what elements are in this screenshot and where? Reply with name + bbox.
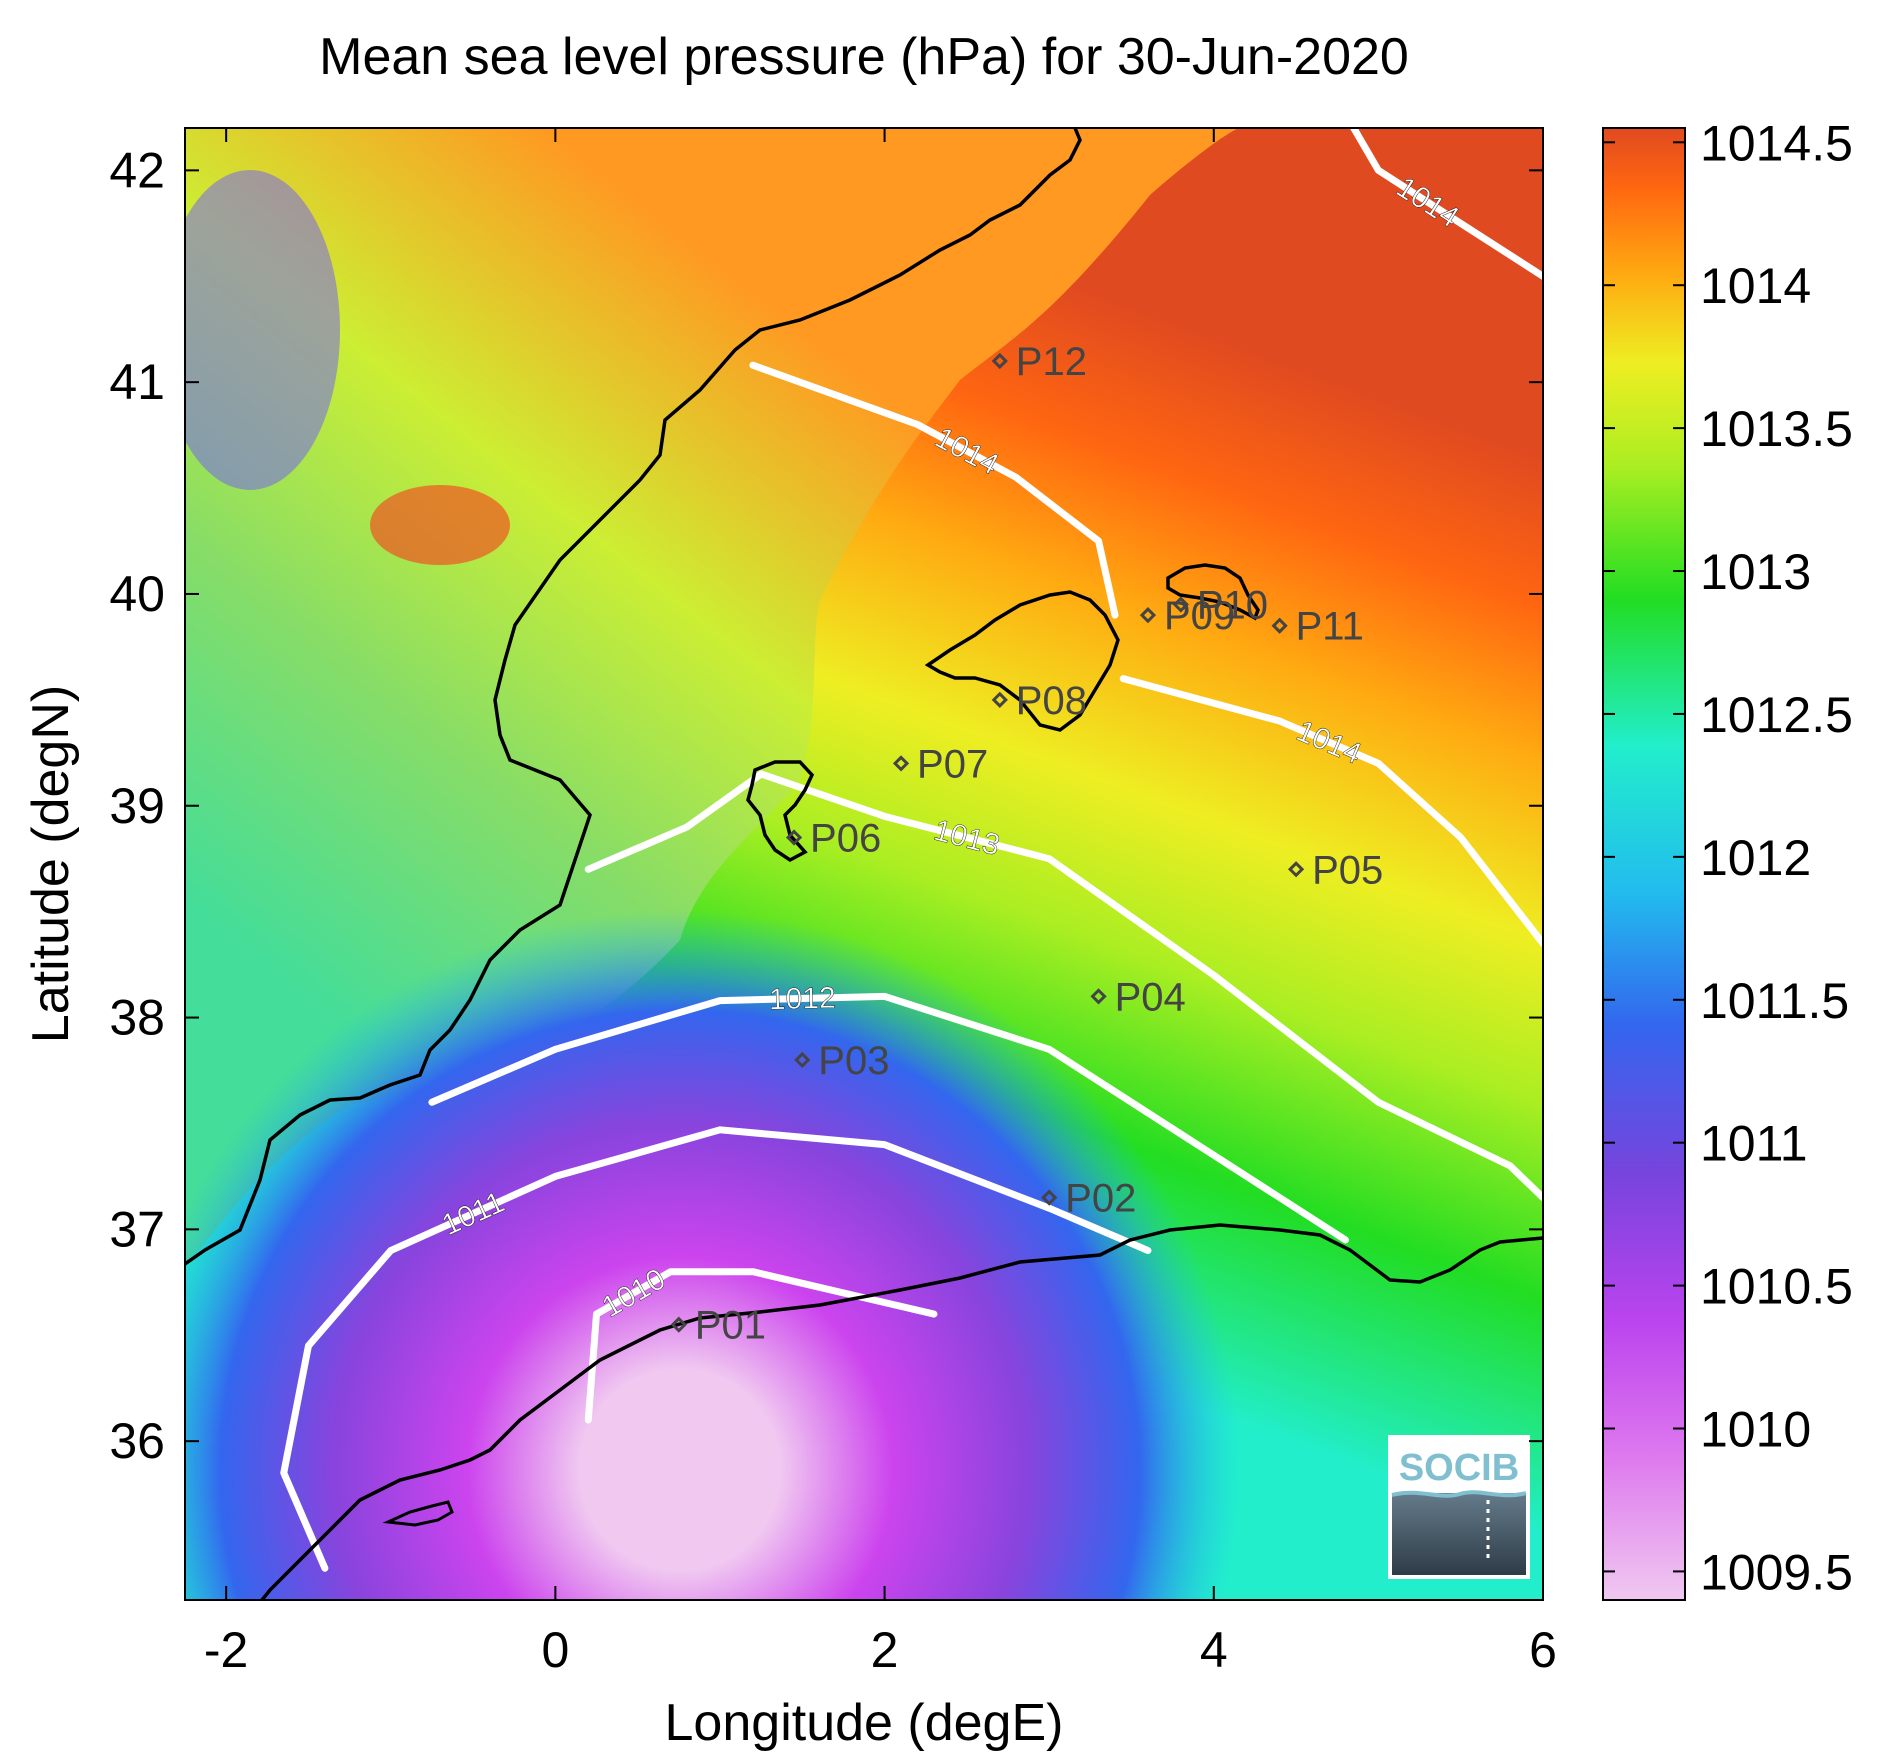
colorbar-tick-label: 1010 [1700,1402,1811,1458]
coastline-ibiza [746,760,815,863]
figure-title: Mean sea level pressure (hPa) for 30-Jun… [319,28,1409,86]
contour-line-1013-3 [584,770,1543,1202]
y-tick-label: 39 [109,778,165,834]
station-label: P01 [695,1304,766,1348]
station-marker [1172,596,1189,613]
station-label: P09 [1164,594,1235,638]
socib-logo: SOCIB [1388,1435,1530,1579]
plot-frame [184,127,1544,1601]
station-marker [991,352,1008,370]
colorbar: 1009.5 1010 1010.5 1011 1011.5 1012 1012.5 1013… [1602,115,1853,1601]
contour-label: 1012 [768,982,836,1017]
coastline-africa [260,1223,1543,1600]
station-label: P08 [1016,679,1087,723]
contour-line-1014-6 [1350,128,1543,280]
colorbar-tick-label: 1013 [1700,544,1811,600]
colorbar-gradient [1602,127,1686,1601]
station-label: P12 [1016,340,1087,384]
station-label: P11 [1296,605,1364,649]
colorbar-tick-label: 1013.5 [1700,401,1853,457]
colorbar-tick-label: 1011 [1700,1116,1808,1172]
colorbar-tick-label: 1011.5 [1700,973,1849,1029]
colorbar-ticks: 1009.5 1010 1010.5 1011 1011.5 1012 1012.5 1013… [1603,115,1853,1600]
x-tick-label: -2 [204,1622,248,1678]
x-tick-label: 4 [1200,1622,1228,1678]
station-marker [785,829,803,846]
colorbar-tick-label: 1014 [1700,258,1811,314]
station-label: P07 [917,742,988,786]
contour-line-1012-2 [428,992,1349,1244]
contour-line-1010-0 [584,1268,938,1424]
contour-line-1014-4 [749,361,1119,619]
land-low-patch [185,170,340,490]
y-tick-label: 41 [109,354,165,410]
x-axis-label: Longitude (degE) [665,1694,1064,1752]
station-label: P06 [810,817,881,861]
coastline-menorca [1166,563,1260,621]
colorbar-tick-label: 1014.5 [1700,115,1853,171]
station-marker [794,1051,811,1069]
x-tick-label: 0 [541,1622,569,1678]
x-tick-label: 6 [1529,1622,1557,1678]
land-high-patch [370,485,510,565]
coastline-mallorca [924,590,1120,732]
station-label: P10 [1197,584,1268,628]
station-label: P05 [1312,848,1383,892]
station-marker [1271,617,1288,634]
colorbar-tick-label: 1010.5 [1700,1259,1853,1315]
coastline-iberia [185,128,1082,1266]
contour-line-1014-5 [1119,675,1543,947]
station-marker [1287,861,1305,878]
x-axis: -2 0 2 4 6 [204,128,1557,1678]
pressure-field-low [185,620,1543,1600]
colorbar-tick-label: 1012.5 [1700,687,1853,743]
y-axis-label: Latitude (degN) [22,685,80,1043]
station-label: P02 [1065,1177,1136,1221]
y-tick-label: 40 [109,566,165,622]
station-label: P03 [818,1039,889,1083]
y-tick-label: 42 [109,142,165,198]
station-marker [892,755,910,772]
station-marker [1090,988,1107,1005]
y-axis: 36 37 38 39 40 41 42 [109,142,1543,1469]
colorbar-tick-label: 1012 [1700,830,1811,886]
x-tick-label: 2 [871,1622,899,1678]
coastline-alboran-island [382,1500,454,1527]
logo-text: SOCIB [1399,1447,1519,1489]
station-marker [670,1316,687,1333]
station-marker [991,691,1008,708]
station-label: P04 [1115,975,1186,1019]
contour-line-1011-1 [280,1126,1152,1572]
y-tick-label: 38 [109,990,165,1046]
station-marker [1041,1189,1058,1206]
y-tick-label: 36 [109,1413,165,1469]
colorbar-tick-label: 1009.5 [1700,1544,1853,1600]
y-tick-label: 37 [109,1201,165,1257]
station-marker [1139,607,1157,624]
